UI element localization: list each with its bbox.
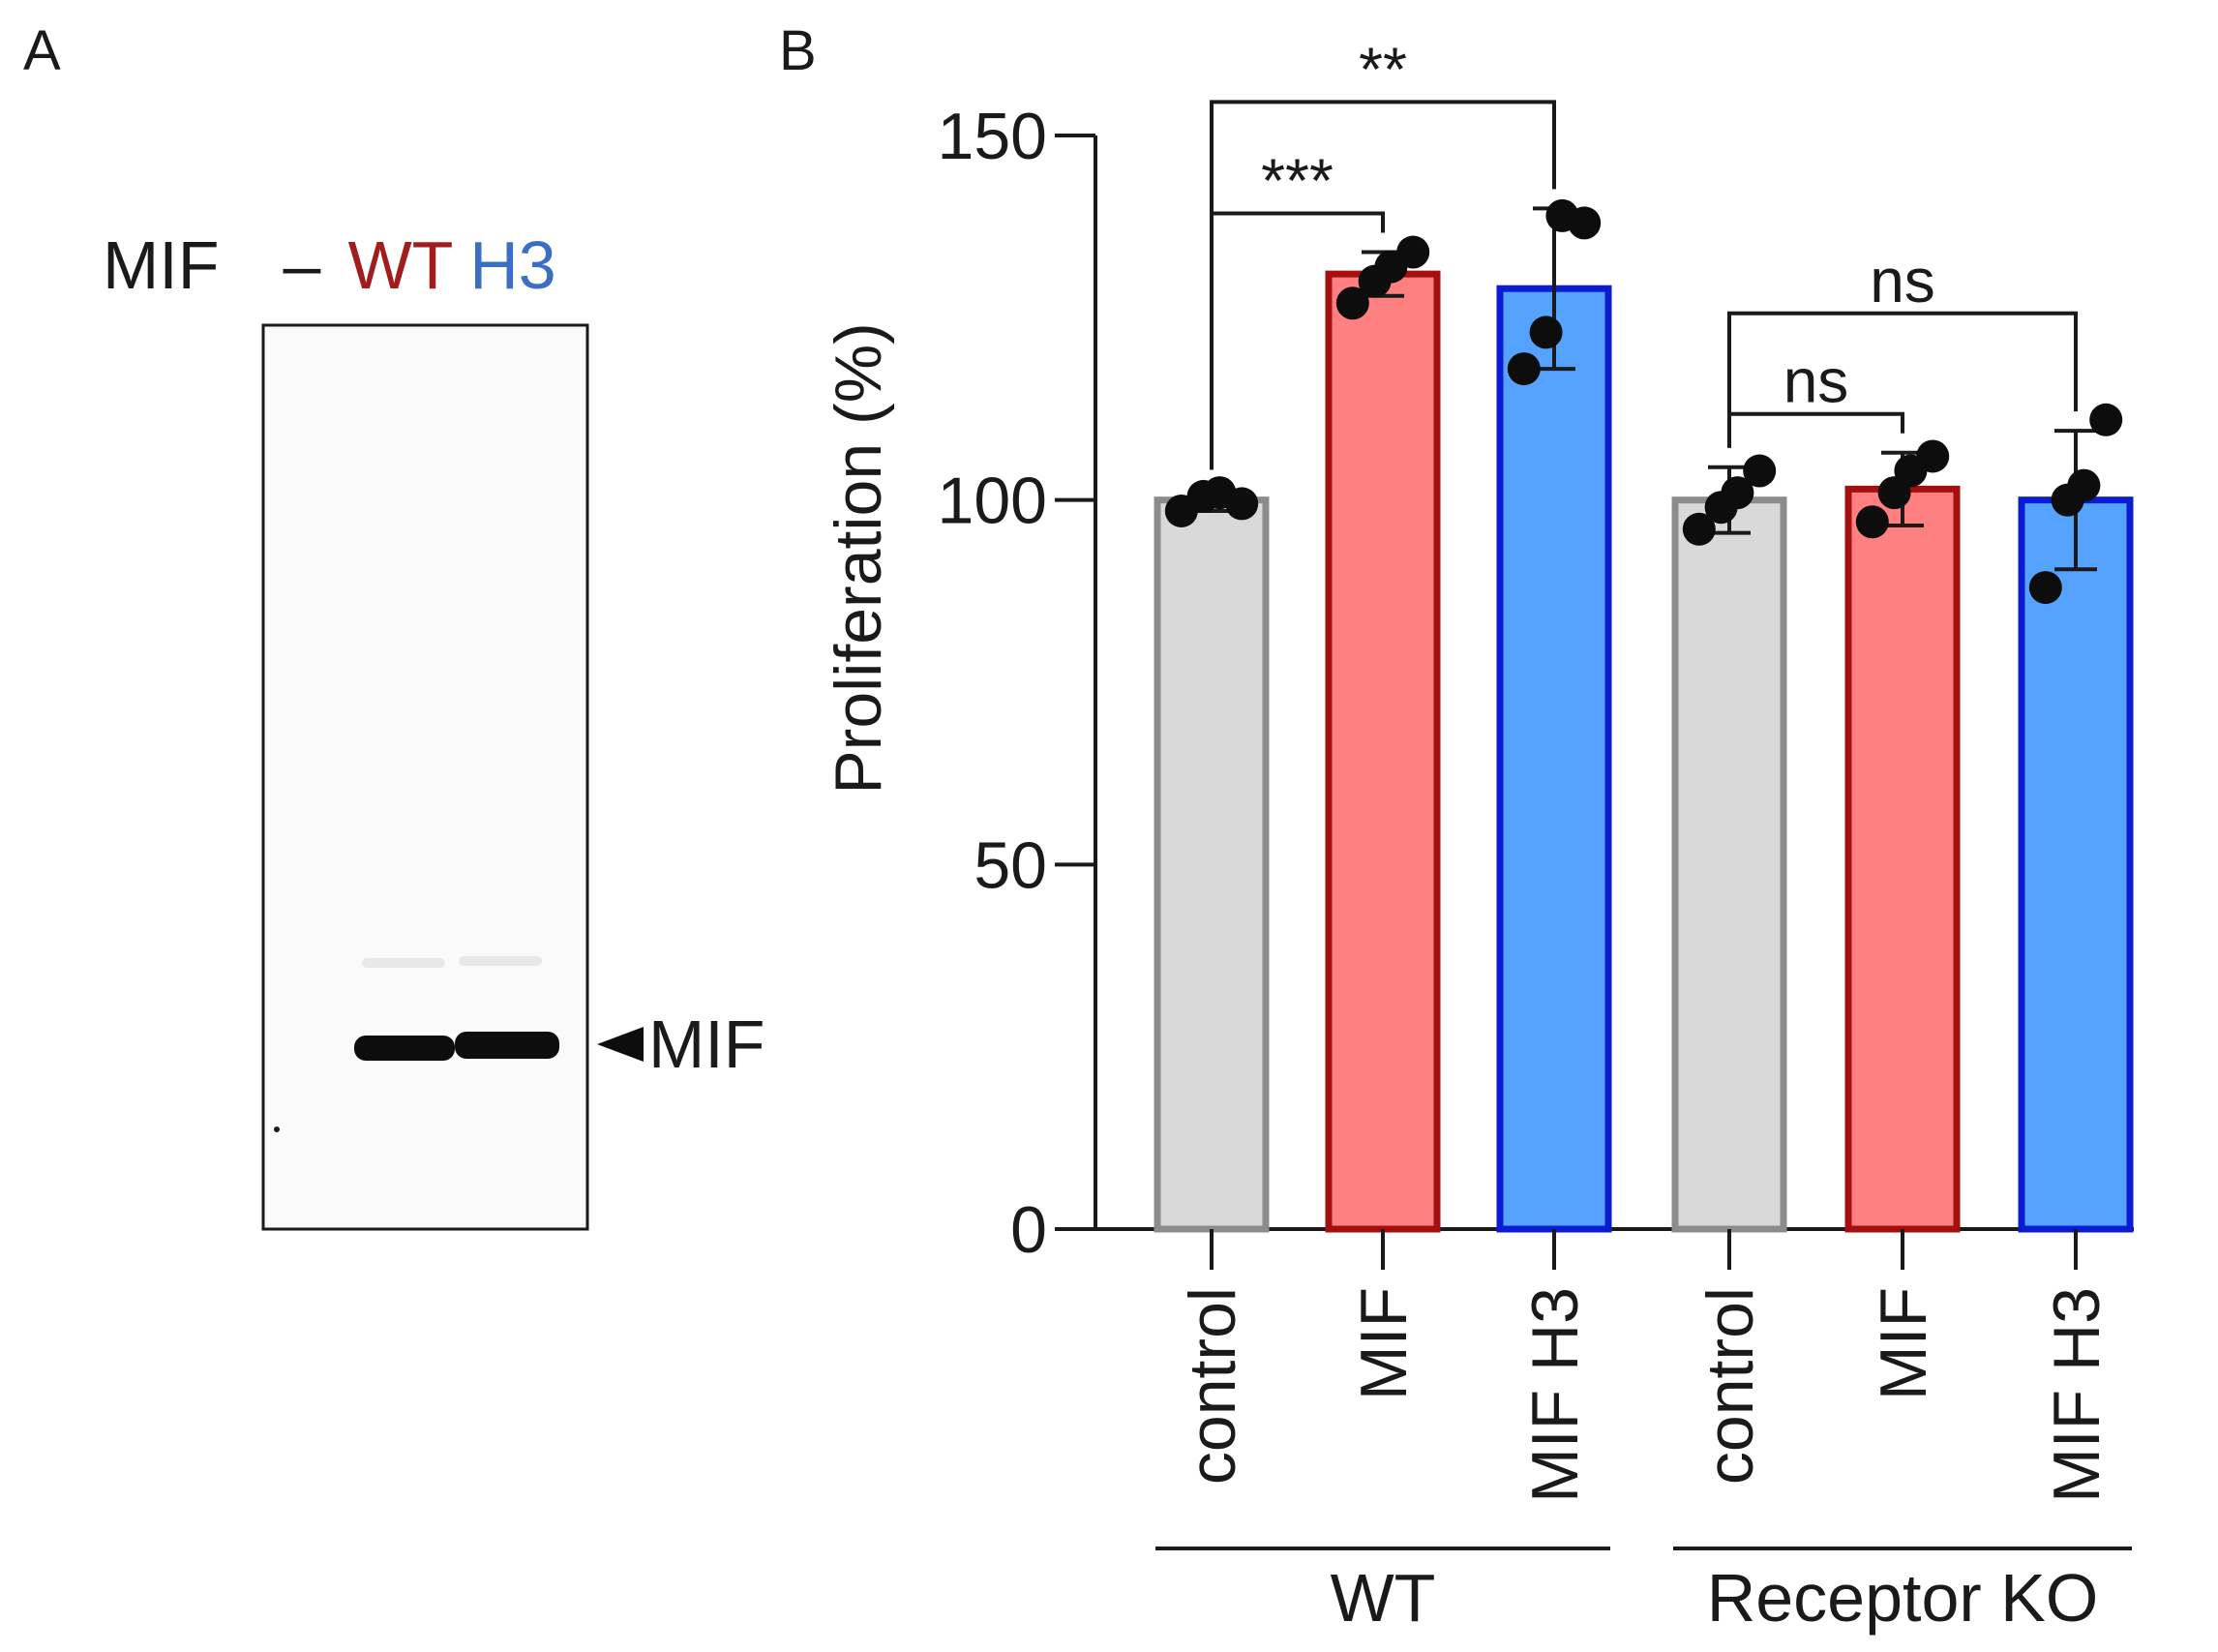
y-tick-label: 150: [938, 100, 1047, 173]
panel-b-bar-chart: B 0 50 100 150 Proliferation (%) control MIF…: [779, 19, 2134, 1636]
data-point: [1507, 352, 1541, 386]
blot-membrane: [261, 323, 589, 1231]
group-label: Receptor KO: [1707, 1560, 2099, 1636]
bar: [1671, 496, 1787, 1233]
faint-band-wt: [362, 958, 445, 968]
lane-label-h3: H3: [469, 227, 555, 303]
significance-label: ***: [1261, 146, 1334, 216]
data-point: [1743, 454, 1777, 488]
significance-bracket: [1727, 411, 1904, 448]
significance-label: **: [1359, 34, 1407, 104]
bar: [2018, 496, 2134, 1233]
blot-speck: [274, 1126, 280, 1132]
x-tick-label: MIF: [1347, 1287, 1421, 1400]
data-point: [2089, 403, 2123, 436]
faint-band-h3: [459, 956, 542, 966]
band-marker-label: MIF: [648, 1006, 765, 1082]
data-point: [1568, 206, 1602, 240]
panel-a-label: A: [23, 19, 61, 82]
lane-label-wt: WT: [348, 227, 454, 303]
panel-b-label: B: [779, 19, 817, 82]
bar: [1154, 496, 1270, 1233]
x-tick-label: MIF: [1867, 1287, 1940, 1400]
x-tick-label: MIF H3: [1518, 1287, 1592, 1503]
band-marker-arrow-icon: [597, 1027, 644, 1062]
data-point: [2067, 468, 2101, 502]
significance-label: ns: [1783, 346, 1849, 416]
y-tick-label: 0: [1010, 1193, 1047, 1267]
data-point: [1682, 512, 1716, 546]
data-point: [1225, 487, 1259, 521]
mif-band-wt: [354, 1036, 455, 1061]
y-tick-label: 50: [974, 828, 1047, 902]
lane-label-empty: –: [284, 227, 321, 303]
group-label: WT: [1331, 1560, 1436, 1636]
bar: [1325, 270, 1441, 1233]
significance-label: ns: [1870, 246, 1935, 315]
data-point: [1855, 505, 1889, 539]
data-point: [1396, 235, 1430, 269]
blot-header-label: MIF: [103, 227, 220, 303]
y-tick-label: 100: [938, 465, 1047, 538]
bar: [1496, 285, 1612, 1233]
x-tick-label: control: [1176, 1287, 1249, 1485]
data-point: [1529, 315, 1563, 349]
significance-bracket: [1210, 100, 1556, 470]
data-point: [1916, 439, 1950, 473]
data-point: [2028, 571, 2062, 605]
bar: [1844, 485, 1961, 1233]
y-axis: 0 50 100 150 Proliferation (%): [822, 100, 1097, 1267]
data-point: [1721, 476, 1754, 510]
panel-a-western-blot: A MIF – WT H3 MIF: [23, 19, 765, 1231]
mif-band-h3: [455, 1032, 559, 1059]
x-tick-label: MIF H3: [2040, 1287, 2113, 1503]
data-point: [1335, 286, 1369, 320]
significance-bracket: [1727, 311, 2078, 448]
x-tick-label: control: [1693, 1287, 1767, 1485]
y-axis-title: Proliferation (%): [822, 322, 895, 795]
